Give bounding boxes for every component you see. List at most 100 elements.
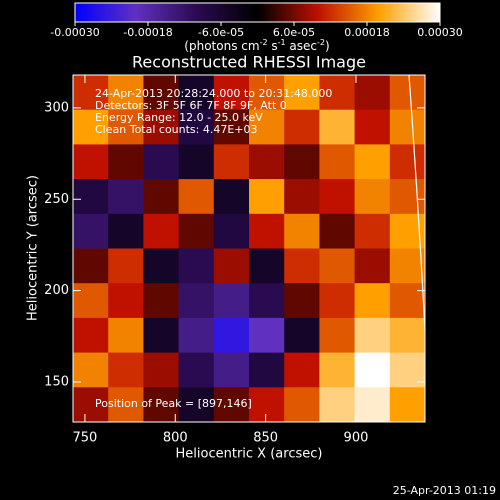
heatmap-cell [284,387,320,423]
x-tick-label: 850 [253,431,278,446]
heatmap-cell [108,387,144,423]
heatmap-cell [354,352,391,388]
x-tick-label: 800 [163,431,188,446]
unit-text: s [268,39,278,53]
x-tick-label: 900 [344,431,369,446]
heatmap-cell [249,283,285,319]
heatmap-cell [178,352,215,388]
y-axis-label: Heliocentric Y (arcsec) [26,175,41,321]
heatmap-cell [213,144,250,180]
heatmap-cell [108,283,144,319]
heatmap-cell [389,352,426,388]
heatmap-cell [284,317,320,354]
heatmap-cell [319,213,356,249]
heatmap-cell [143,317,180,354]
heatmap-cell [213,317,250,354]
heatmap-cell [178,179,215,215]
heatmap-cell [319,283,356,319]
heatmap-cell [108,352,144,388]
x-tick-label: 750 [73,431,98,446]
heatmap-cell [249,179,285,215]
heatmap-cell [143,352,180,388]
heatmap-cell [389,179,426,215]
heatmap-cell [178,75,215,111]
colorbar-tick-label: -0.00030 [50,26,99,39]
heatmap-cell [178,283,215,319]
heatmap-cell [73,283,109,319]
heatmap-cell [319,317,356,354]
heatmap-cell [143,283,180,319]
heatmap-cell [213,213,250,249]
heatmap-cell [108,75,144,111]
annotation: Energy Range: 12.0 - 25.0 keV [95,111,263,124]
heatmap-cell [178,144,215,180]
heatmap-cell [319,179,356,215]
heatmap-cell [108,213,144,249]
annotation: Clean Total counts: 4.47E+03 [95,123,258,136]
heatmap-cell [319,248,356,284]
heatmap [73,75,426,423]
heatmap-cell [108,179,144,215]
heatmap-cell [354,317,391,354]
colorbar-tick-label: 0.00030 [417,26,463,39]
y-tick-label: 300 [44,100,69,115]
heatmap-cell [284,75,320,111]
heatmap-cell [249,75,285,111]
heatmap-cell [73,352,109,388]
heatmap-cell [249,352,285,388]
unit-text: ) [325,39,330,53]
heatmap-cell [143,179,180,215]
heatmap-cell [143,248,180,284]
heatmap-cell [249,144,285,180]
heatmap-cell [319,387,356,423]
heatmap-cell [319,352,356,388]
timestamp: 25-Apr-2013 01:19 [393,484,496,497]
heatmap-cell [143,213,180,249]
heatmap-cell [389,387,426,423]
heatmap-cell [73,144,109,180]
heatmap-cell [178,213,215,249]
colorbar [74,2,441,23]
unit-exponent: -1 [278,38,286,47]
colorbar-tick-label: 0.00018 [344,26,390,39]
heatmap-cell [178,317,215,354]
unit-text: (photons cm [184,39,259,53]
heatmap-cell [143,144,180,180]
colorbar-tick-label: -0.00018 [123,26,172,39]
y-tick-label: 150 [44,374,69,389]
heatmap-cell [354,179,391,215]
unit-exponent: -2 [260,38,268,47]
heatmap-cell [143,109,180,145]
heatmap-cell [213,352,250,388]
heatmap-cell [284,179,320,215]
heatmap-cell [249,387,285,423]
unit-exponent: -2 [317,38,325,47]
heatmap-cell [249,248,285,284]
plot-frame [72,74,426,423]
heatmap-cell [178,387,215,423]
heatmap-cell [354,75,391,111]
heatmap-cell [249,213,285,249]
colorbar-tick-label: 6.0e-05 [273,26,315,39]
heatmap-cell [73,317,109,354]
heatmap-cell [73,387,109,423]
colorbar-tick-label: -6.0e-05 [198,26,244,39]
heatmap-cell [213,387,250,423]
heatmap-cell [108,109,144,145]
heatmap-cell [73,213,109,249]
chart-title: Reconstructed RHESSI Image [132,53,366,72]
heatmap-cell [389,317,426,354]
heatmap-cell [319,144,356,180]
heatmap-cell [284,213,320,249]
heatmap-cell [284,248,320,284]
heatmap-cell [178,248,215,284]
heatmap-cell [389,75,426,111]
heatmap-cell [354,144,391,180]
heatmap-cell [354,213,391,249]
heatmap-cell [213,248,250,284]
heatmap-cell [284,352,320,388]
heatmap-cell [213,283,250,319]
y-tick-label: 200 [44,283,69,298]
